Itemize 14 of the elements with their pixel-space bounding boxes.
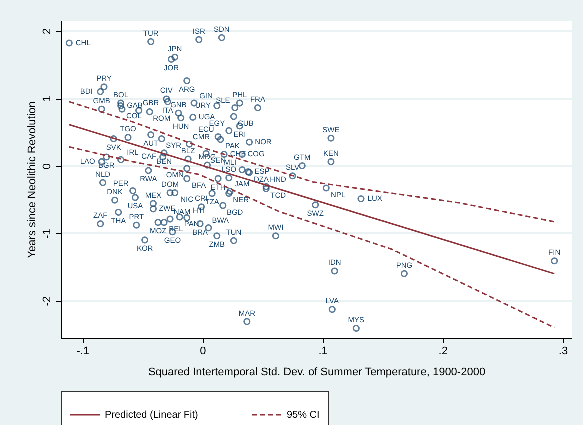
y-tick-label: -1: [42, 229, 54, 239]
legend-label: Predicted (Linear Fit): [105, 410, 198, 421]
x-tick-label: 0: [200, 346, 206, 358]
y-tick-label: 0: [42, 163, 54, 170]
y-tick-label: 2: [42, 28, 54, 35]
y-tick-label: 1: [42, 96, 54, 102]
x-tick-label: .1: [318, 346, 328, 358]
x-tick-label: .2: [438, 346, 448, 358]
y-axis-title: Years since Neolithic Revolution: [26, 102, 38, 258]
y-tick-label: -2: [42, 296, 54, 306]
x-axis-title: Squared Intertemporal Std. Dev. of Summer Temperature, 1900-2000: [148, 366, 486, 378]
x-tick-label: .3: [558, 346, 568, 358]
legend-label: 95% CI: [287, 410, 320, 421]
x-tick-label: -.1: [76, 346, 90, 358]
